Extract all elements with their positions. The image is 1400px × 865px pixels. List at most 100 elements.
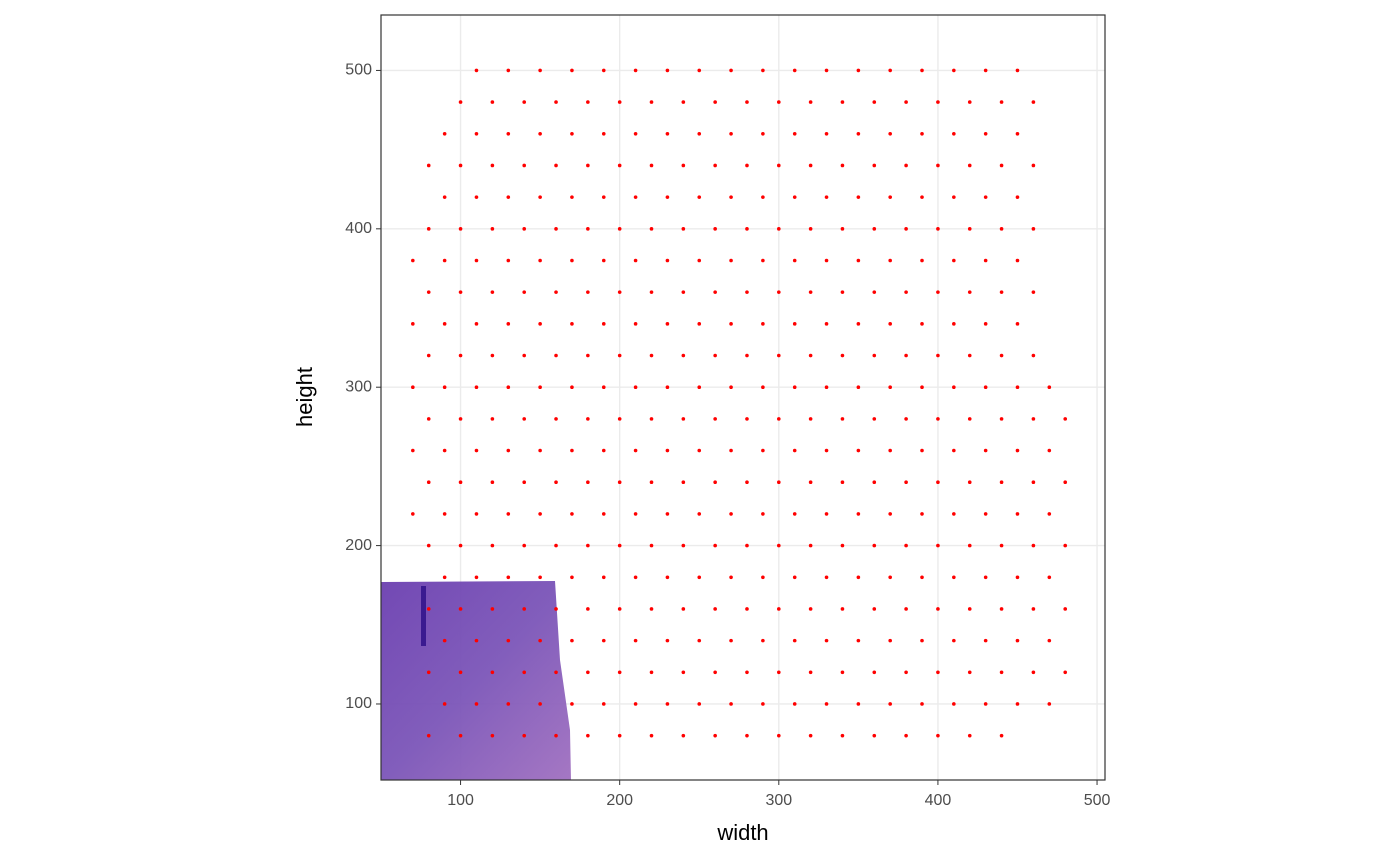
point [856,575,861,580]
point [920,131,924,136]
point [601,638,606,643]
point [1063,543,1068,548]
point [967,733,972,738]
point [601,258,606,263]
point [633,638,638,643]
point [538,322,542,326]
point [808,100,813,104]
point [1031,417,1036,421]
point [713,353,717,358]
y-tick-label: 400 [345,220,372,237]
point [458,670,463,675]
point [681,290,686,294]
point [506,512,511,516]
point [570,195,574,199]
point [936,100,940,104]
x-tick-label: 400 [925,792,952,809]
point [792,512,797,516]
point [936,480,940,485]
point [522,417,527,421]
point [617,607,622,611]
point [983,385,988,390]
point [808,607,813,611]
point [888,448,892,453]
point [904,607,908,611]
point [554,353,558,358]
point [681,163,686,168]
y-axis-title: height [292,367,317,427]
point [681,353,686,358]
point [1047,512,1052,516]
point [490,607,495,611]
y-tick-label: 100 [345,695,372,712]
point [633,195,638,199]
point [856,195,861,199]
point [856,638,861,643]
point [586,480,590,485]
point [411,322,415,326]
point [936,607,940,611]
point [538,448,542,453]
point [633,575,638,580]
point [506,68,511,73]
point [792,131,797,136]
point [665,322,670,326]
point [586,353,590,358]
point [840,733,845,738]
point [888,322,892,326]
point [490,163,495,168]
point [761,638,765,643]
point [458,353,463,358]
point [617,100,622,104]
point [808,543,813,548]
point [856,448,861,453]
point [872,733,877,738]
point [920,68,924,73]
point [761,131,765,136]
point [936,543,940,548]
point [681,670,686,675]
point [888,68,892,73]
point [713,290,717,294]
point [570,638,574,643]
point [1063,670,1068,675]
point [999,607,1004,611]
point [458,227,463,231]
point [665,131,670,136]
point [920,322,924,326]
x-tick-label: 200 [606,792,633,809]
point [474,68,479,73]
point [570,322,574,326]
point [665,448,670,453]
point [649,100,654,104]
point [633,68,638,73]
point [920,385,924,390]
point [474,322,479,326]
point [522,290,527,294]
point [617,543,622,548]
point [761,258,765,263]
point [920,512,924,516]
point [967,417,972,421]
point [792,195,797,199]
point [1015,512,1020,516]
point [554,543,558,548]
point [808,417,813,421]
point [474,702,479,706]
point [426,607,431,611]
point [458,543,463,548]
point [729,638,733,643]
point [999,353,1004,358]
point [920,258,924,263]
point [538,68,542,73]
point [570,448,574,453]
point [729,385,733,390]
point [824,131,829,136]
point [633,702,638,706]
x-tick-label: 300 [765,792,792,809]
point [808,670,813,675]
point [458,733,463,738]
point [522,607,527,611]
point [761,385,765,390]
point [840,543,845,548]
